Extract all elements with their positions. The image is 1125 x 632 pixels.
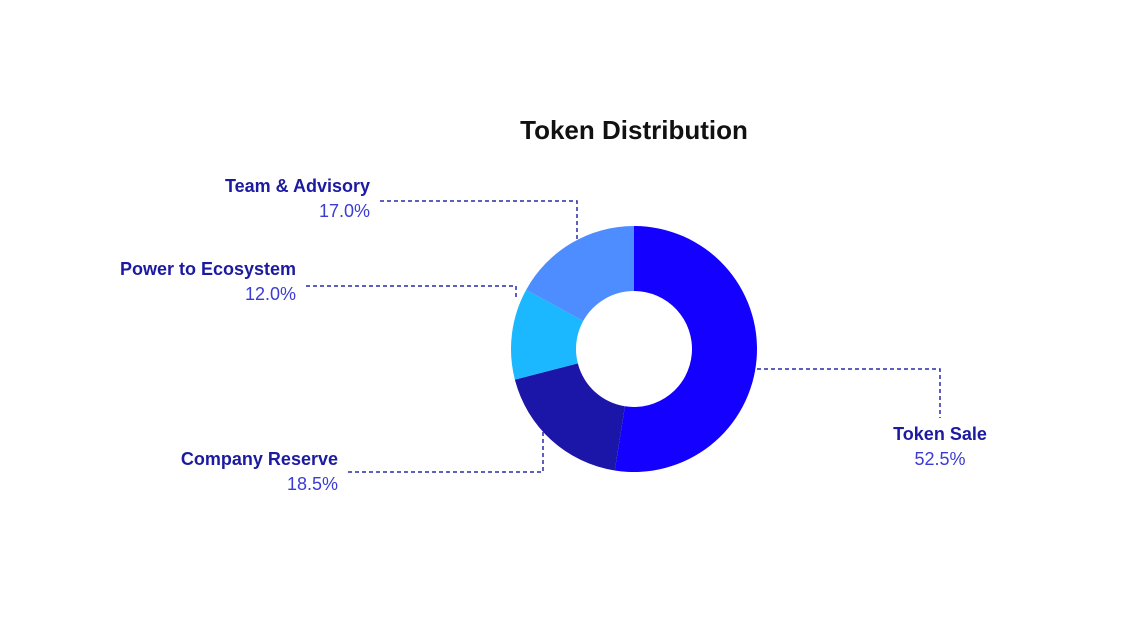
slice-value: 18.5% xyxy=(287,474,338,494)
chart-title: Token Distribution xyxy=(520,115,748,145)
slice-label: Team & Advisory xyxy=(225,176,370,196)
slice-label: Company Reserve xyxy=(181,449,338,469)
donut-slice xyxy=(514,363,625,471)
leader-line xyxy=(348,432,544,473)
leader-line xyxy=(306,285,517,300)
slice-value: 17.0% xyxy=(319,201,370,221)
slice-value: 12.0% xyxy=(245,284,296,304)
donut-slice xyxy=(614,226,757,472)
leader-line xyxy=(380,200,578,240)
donut-slice xyxy=(511,289,584,380)
slice-label: Power to Ecosystem xyxy=(120,259,296,279)
slice-value: 52.5% xyxy=(914,449,965,469)
donut-slice xyxy=(526,226,634,322)
slice-label: Token Sale xyxy=(893,424,987,444)
leader-line xyxy=(757,368,941,418)
